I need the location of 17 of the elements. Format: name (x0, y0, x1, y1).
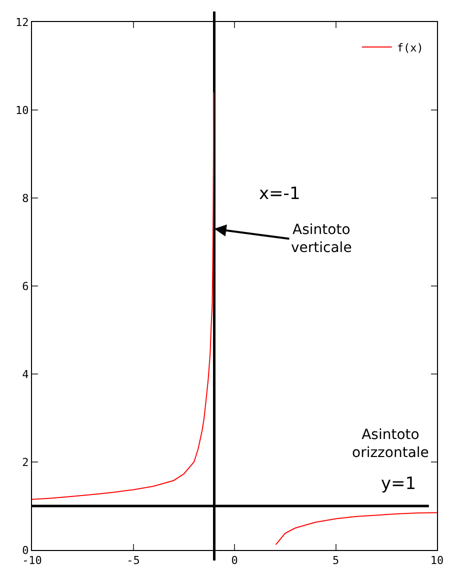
legend-label: f(x) (396, 41, 424, 54)
annotation: Asintoto orizzontale (352, 427, 429, 462)
y-tick-label: 10 (16, 104, 29, 117)
y-tick-label: 6 (22, 280, 29, 293)
x-tick-label: 10 (430, 554, 444, 568)
ref-line-label: x=-1 (259, 184, 300, 204)
x-tick-label: -10 (22, 554, 42, 568)
y-tick-label: 12 (16, 16, 29, 29)
y-tick-label: 0 (22, 544, 29, 557)
ref-line-label: y=1 (381, 474, 416, 494)
x-tick-label: 5 (332, 554, 340, 568)
annotation: Asintoto verticale (291, 222, 352, 256)
y-tick-label: 4 (22, 368, 30, 381)
y-tick-label: 2 (22, 456, 29, 469)
y-tick-label: 8 (22, 192, 29, 205)
x-tick-label: 0 (231, 554, 238, 568)
x-tick-label: -5 (126, 554, 140, 568)
